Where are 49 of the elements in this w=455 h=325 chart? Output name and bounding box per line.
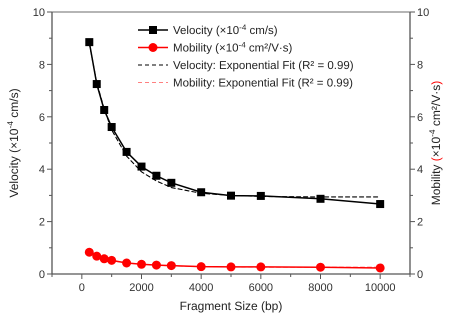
point [256,192,265,200]
point [92,80,101,88]
point [107,256,116,265]
x-tick-label: 0 [78,282,85,294]
x-axis-title: Fragment Size (bp) [180,299,282,313]
point [100,106,108,114]
y2-tick-label: 6 [417,112,424,124]
point [316,262,325,272]
point [376,200,384,208]
y2-tick-label: 4 [417,164,424,176]
point [84,248,94,257]
y2-tick-label: 0 [417,269,424,281]
x-tick-label: 6000 [248,282,274,294]
point [108,123,116,132]
point [227,192,235,200]
point [152,260,161,270]
point [316,194,324,203]
point [196,262,206,272]
y-tick-label: 4 [38,164,45,176]
legend-label: Mobility (×10$^{-4}$ cm²/V·s) [173,40,292,54]
point [122,258,132,268]
legend-label: Velocity: Exponential Fit (R² = 0.99) [173,60,354,72]
point [152,172,160,180]
y-tick-label: 2 [38,216,45,229]
point [138,162,146,171]
point [137,260,146,269]
x-tick-label: 10000 [364,282,396,294]
point [167,178,176,187]
point [85,38,94,46]
x-tick-label: 8000 [308,282,333,294]
point [256,262,266,272]
y2-tick-label: 10 [417,7,430,19]
y-tick-label: 6 [38,112,45,124]
y2-tick-label: 8 [417,59,424,72]
y-tick-label: 8 [38,59,45,72]
x-tick-label: 4000 [188,282,214,294]
point [376,263,385,272]
point [92,252,102,261]
x-tick-label: 2000 [129,282,154,294]
point [166,261,176,270]
point [100,254,109,264]
y2-tick-label: 2 [417,216,424,229]
point [122,148,131,156]
point [197,188,206,196]
legend-label: Mobility: Exponential Fit (R² = 0.99) [173,78,354,90]
y-tick-label: 0 [38,269,45,281]
legend-label: Velocity (×10$^{-4}$ cm/s) [173,22,278,37]
point [226,262,236,272]
y-tick-label: 10 [32,7,45,19]
